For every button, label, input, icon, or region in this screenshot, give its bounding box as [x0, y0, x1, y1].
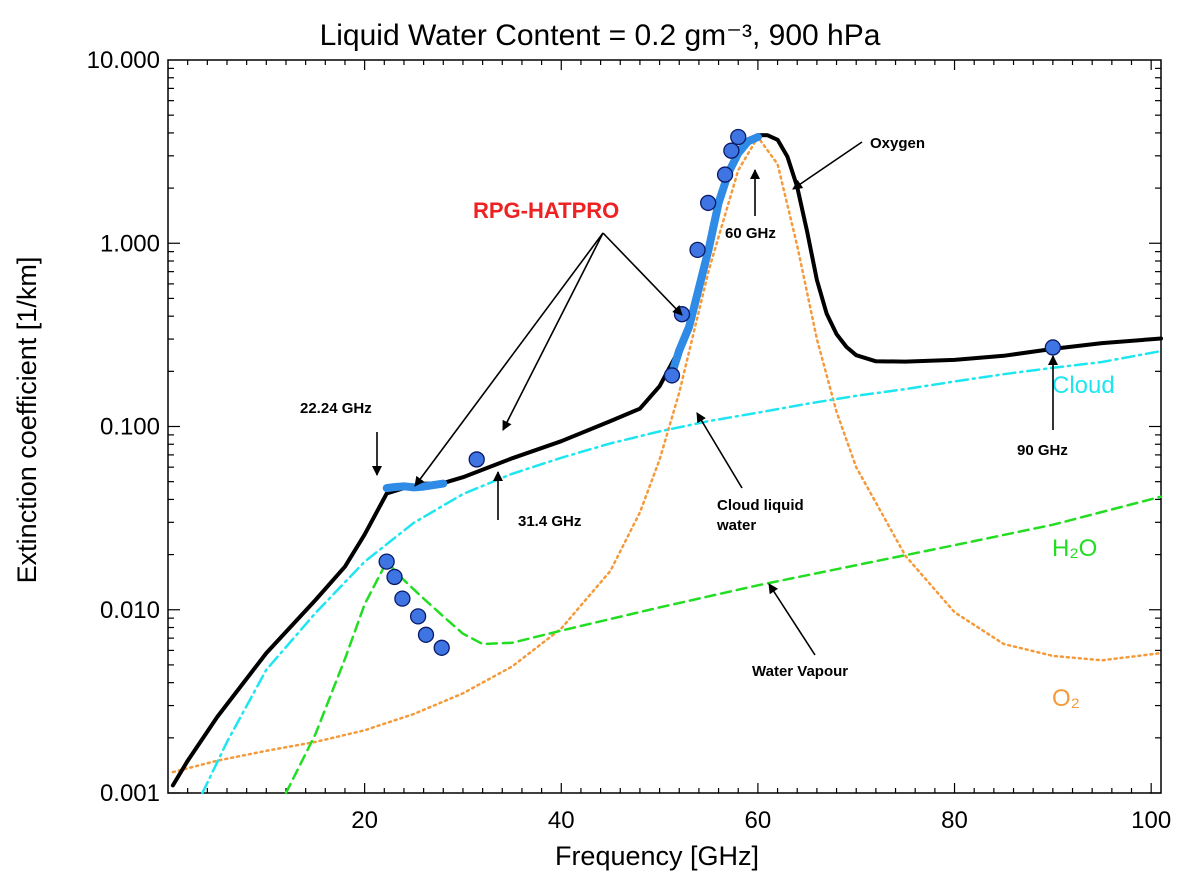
hatpro-band [667, 133, 762, 380]
arrow-hatpro-to-22ghz [414, 232, 604, 487]
x-tick-label: 20 [351, 807, 378, 834]
annotation-cloud-liquid-2: water [716, 517, 756, 534]
channel-point [723, 142, 740, 159]
annotation-arrows [372, 141, 1058, 656]
channel-point [378, 553, 395, 570]
channel-point [1044, 339, 1062, 356]
channel-point [663, 367, 681, 384]
x-tick-label: 40 [548, 807, 575, 834]
plot-frame [167, 59, 1162, 794]
arrow-cloud-liquid [696, 412, 743, 489]
hatpro-band [382, 479, 448, 493]
series-line-o- [171, 135, 1163, 774]
annotation-cloud-liquid-1: Cloud liquid [717, 497, 804, 514]
channel-point [409, 608, 427, 625]
series-label-o2: O₂ [1052, 685, 1080, 712]
y-axis-label: Extinction coefficient [1/km] [12, 257, 42, 584]
y-tick-label: 0.001 [100, 780, 160, 807]
chart-title: Liquid Water Content = 0.2 gm⁻³, 900 hPa [320, 19, 881, 52]
series-label-cloud: Cloud [1052, 372, 1115, 399]
x-tick-label: 80 [941, 807, 968, 834]
rpg-hatpro-label: RPG-HATPRO [473, 198, 619, 223]
channel-point [433, 639, 450, 656]
channel-point [730, 128, 747, 146]
channel-point [689, 241, 706, 259]
y-tick-label: 0.010 [100, 597, 160, 624]
series-line-h-o [284, 495, 1163, 795]
arrow-oxygen [792, 141, 863, 190]
channel-point [394, 590, 411, 607]
annotation-90ghz: 90 GHz [1017, 442, 1068, 459]
channel-point [700, 194, 717, 212]
arrow-hatpro-to-31ghz [502, 232, 604, 431]
y-tick-label: 10.000 [87, 47, 160, 74]
channel-point [417, 626, 435, 643]
annotation-oxygen: Oxygen [870, 135, 925, 152]
x-tick-label: 100 [1131, 807, 1171, 834]
series-line-total [170, 133, 1163, 788]
y-tick-label: 0.100 [100, 414, 160, 441]
channel-point [468, 451, 485, 468]
annotation-22ghz: 22.24 GHz [300, 400, 372, 417]
annotation-31ghz: 31.4 GHz [518, 513, 581, 530]
x-axis-label: Frequency [GHz] [555, 841, 759, 871]
arrow-water-vapour [768, 583, 816, 656]
annotation-60ghz: 60 GHz [725, 225, 776, 242]
x-tick-label: 60 [745, 807, 772, 834]
series-line-cloud [201, 349, 1163, 795]
annotation-water-vapour: Water Vapour [752, 663, 848, 680]
channel-point [386, 568, 403, 586]
channel-point [716, 166, 734, 183]
y-tick-label: 1.000 [100, 230, 160, 257]
series-curves [170, 133, 1163, 795]
axis-ticks: 20 40 60 80 100 0.001 0.010 0.100 1.000 10.000 [87, 47, 1172, 834]
series-label-h2o: H₂O [1052, 535, 1097, 562]
arrow-hatpro-to-60ghz [602, 232, 683, 316]
